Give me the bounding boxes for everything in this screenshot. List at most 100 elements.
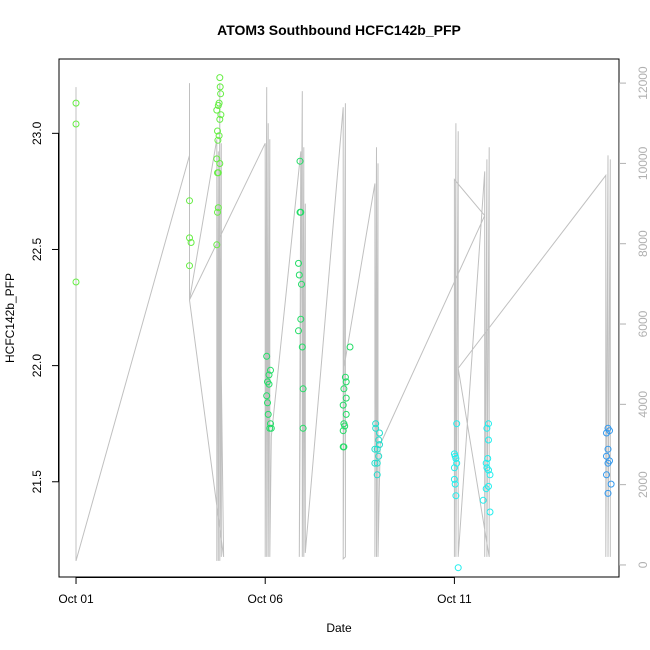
data-point-50 [340,385,348,393]
data-point-58 [339,443,347,451]
data-point-49 [342,378,350,386]
data-point-24 [213,241,221,249]
data-point-43 [295,327,302,335]
data-point-98 [604,459,612,467]
data-point-5 [187,239,195,246]
data-point-79 [454,564,462,572]
data-point-41 [298,280,305,288]
data-point-89 [482,485,490,493]
y2-tick-label-1: 2000 [636,471,650,498]
data-point-59 [372,420,380,428]
x-axis: Oct 01 Oct 06 Oct 11 [58,577,472,606]
data-point-22 [214,204,222,212]
data-point-80 [485,420,492,428]
data-point-60 [372,424,380,432]
data-point-39 [295,259,302,267]
data-point-9 [217,90,225,98]
right-axis-line-series [75,83,611,562]
data-point-3 [186,197,193,205]
data-point-46 [299,424,307,432]
y2-tick-label-2: 4000 [636,391,650,418]
data-point-88 [485,482,492,490]
data-point-32 [264,410,272,418]
data-point-45 [299,385,307,393]
data-point-87 [486,471,494,479]
data-point-17 [214,136,222,144]
data-point-68 [373,459,381,467]
y-tick-label-2: 22.5 [30,237,44,261]
y2-tick-label-3: 6000 [636,310,650,337]
data-point-14 [216,115,224,123]
y2-tick-label-0: 0 [636,561,650,568]
data-point-38 [296,208,304,216]
data-point-65 [371,445,379,453]
data-point-13 [217,111,225,119]
data-point-25 [263,352,271,360]
data-point-90 [479,496,487,504]
data-point-19 [216,160,224,167]
data-point-2 [72,278,80,286]
data-point-66 [375,452,383,460]
data-point-27 [265,371,273,379]
data-point-33 [267,420,274,428]
data-point-101 [604,489,612,497]
data-point-51 [342,394,350,402]
y-axis-label: HCFC142b_PFP [3,273,17,363]
data-point-81 [483,424,491,432]
data-point-55 [341,422,349,430]
data-point-67 [371,459,379,467]
data-point-99 [603,471,610,479]
data-point-7 [216,74,224,82]
data-point-1 [72,120,80,128]
y2-tick-label-5: 10000 [636,146,650,180]
right-y-axis: 0 2000 4000 6000 8000 10000 12000 [619,66,650,568]
y-tick-label-0: 21.5 [30,470,44,494]
x-axis-label: Date [326,621,352,635]
y-tick-label-3: 23.0 [30,121,44,145]
chart-title: ATOM3 Southbound HCFC142b_PFP [217,22,461,38]
data-point-76 [450,475,458,483]
data-point-70 [453,420,461,428]
y2-tick-label-4: 8000 [636,230,650,257]
data-point-42 [297,315,305,323]
y-axis: 21.5 22.0 22.5 23.0 [30,121,59,493]
data-point-52 [339,401,347,409]
data-point-21 [214,169,221,177]
x-tick-label-0: Oct 01 [58,592,94,606]
data-point-53 [342,410,350,418]
y2-tick-label-6: 12000 [636,66,650,100]
scatter-points [72,74,615,572]
data-point-86 [485,466,492,474]
data-point-11 [214,102,222,109]
data-point-61 [376,429,383,437]
data-point-82 [485,436,492,444]
data-point-12 [213,106,221,114]
data-point-100 [607,480,615,488]
data-point-94 [603,429,610,437]
data-point-40 [295,271,303,279]
data-point-83 [484,455,492,462]
data-point-16 [215,132,223,140]
data-point-23 [214,208,221,216]
data-point-29 [265,380,273,388]
data-point-15 [214,127,221,135]
data-point-47 [346,343,354,351]
data-point-78 [452,492,460,500]
data-point-64 [373,445,381,453]
data-point-0 [72,99,80,107]
data-point-91 [486,508,494,516]
data-point-44 [298,343,306,351]
data-point-26 [267,366,274,374]
data-point-62 [375,436,383,444]
data-point-6 [186,262,193,270]
data-point-75 [450,464,458,472]
data-point-36 [296,157,304,165]
data-point-56 [339,427,347,435]
data-point-35 [267,424,275,432]
data-point-8 [216,83,224,91]
data-point-73 [452,455,460,462]
data-point-84 [482,459,490,467]
data-point-31 [264,399,271,407]
